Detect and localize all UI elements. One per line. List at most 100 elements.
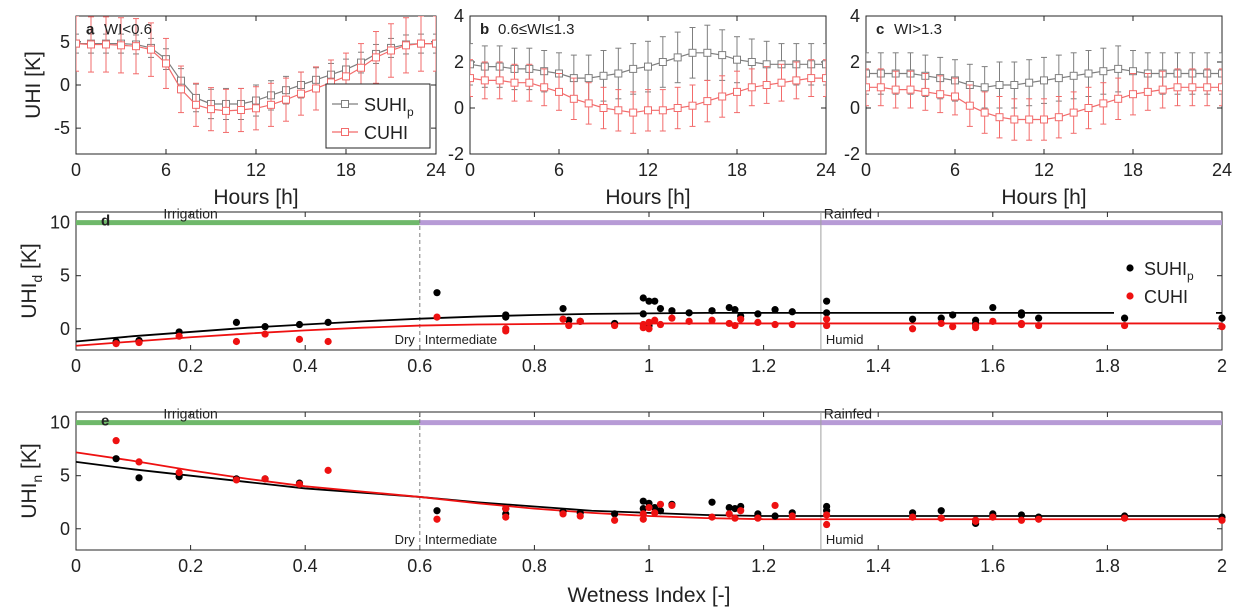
data-point-cuhi (645, 503, 653, 512)
data-point-cuhi (102, 40, 110, 49)
data-point-suhi (584, 74, 593, 83)
x-axis-label: Hours [h] (605, 186, 690, 209)
x-tick-label: 12 (638, 160, 658, 180)
data-point-suhi (771, 306, 779, 314)
data-point-suhi (688, 48, 697, 57)
data-point-cuhi (1158, 85, 1167, 94)
data-point-cuhi (1218, 323, 1226, 331)
data-point-suhi (135, 474, 143, 482)
x-tick-label: 6 (950, 160, 960, 180)
x-tick-label: 1 (644, 356, 654, 376)
y-tick-label: 0 (60, 75, 70, 95)
data-point-cuhi (297, 89, 305, 98)
panel-letter: a (86, 21, 95, 38)
data-point-cuhi (965, 101, 974, 110)
data-point-cuhi (576, 512, 584, 520)
y-tick-label: -5 (54, 118, 70, 138)
data-point-cuhi (175, 468, 183, 477)
data-point-cuhi (937, 514, 945, 522)
panel-letter: e (101, 413, 109, 430)
x-tick-label: 2 (1217, 556, 1227, 576)
data-point-cuhi (282, 95, 290, 104)
data-point-cuhi (1099, 99, 1108, 108)
data-point-cuhi (342, 72, 350, 81)
data-point-cuhi (1218, 516, 1226, 524)
data-point-suhi (1040, 76, 1048, 85)
data-point-suhi (639, 497, 647, 505)
data-point-cuhi (525, 78, 534, 87)
x-tick-label: 2 (1217, 356, 1227, 376)
plot-area-e (75, 411, 1223, 551)
data-point-suhi (1218, 69, 1222, 78)
zone-label-humid: Humid (826, 332, 864, 347)
y-tick-label: 5 (60, 266, 70, 286)
data-point-cuhi (1188, 83, 1197, 92)
data-point-suhi (937, 507, 945, 515)
data-point-cuhi (823, 321, 831, 330)
panel-letter: c (876, 21, 884, 38)
data-point-cuhi (762, 81, 771, 89)
y-axis-label: UHId [K] (18, 243, 45, 318)
data-point-suhi (725, 303, 733, 312)
data-point-cuhi (1069, 108, 1078, 117)
data-point-cuhi (433, 515, 441, 523)
data-point-cuhi (639, 515, 647, 523)
data-point-cuhi (656, 320, 665, 329)
x-axis-label: Wetness Index [-] (567, 584, 730, 607)
data-point-suhi (708, 307, 716, 315)
data-point-cuhi (906, 85, 915, 94)
data-point-cuhi (645, 318, 653, 326)
legend-label-sub: p (1187, 269, 1194, 283)
y-tick-label: 10 (50, 213, 70, 233)
y-axis-label: UHI [K] (22, 51, 45, 119)
data-point-cuhi (222, 106, 230, 115)
legend-label: CUHI (364, 123, 408, 143)
data-point-cuhi (651, 509, 659, 517)
data-point-cuhi (823, 315, 831, 323)
data-point-suhi (788, 308, 796, 316)
data-point-cuhi (891, 85, 900, 94)
data-point-cuhi (232, 337, 241, 346)
data-point-suhi (823, 309, 831, 317)
data-point-cuhi (1010, 115, 1019, 124)
data-point-cuhi (470, 74, 474, 83)
x-tick-label: 1.6 (980, 556, 1005, 576)
data-point-cuhi (1143, 87, 1152, 96)
data-point-suhi (644, 62, 652, 71)
legend-box (325, 83, 431, 149)
data-point-cuhi (644, 106, 652, 115)
y-axis-label: UHIn [K] (18, 443, 45, 518)
data-point-cuhi (656, 500, 665, 508)
legend-swatch-marker (1126, 292, 1134, 300)
x-tick-label: 0.6 (407, 556, 432, 576)
data-point-cuhi (989, 513, 997, 521)
data-point-cuhi (951, 92, 959, 101)
data-point-cuhi (936, 90, 945, 99)
data-point-cuhi (192, 100, 200, 109)
x-tick-label: 0 (861, 160, 871, 180)
data-point-cuhi (614, 106, 623, 115)
x-tick-label: 1.8 (1095, 356, 1120, 376)
data-point-suhi (639, 294, 647, 302)
data-point-suhi (708, 498, 716, 506)
data-point-suhi (1010, 81, 1019, 89)
data-point-cuhi (559, 510, 567, 518)
data-point-cuhi (651, 316, 659, 324)
data-point-suhi (771, 512, 779, 520)
legend-swatch-marker (341, 128, 349, 136)
data-point-suhi (651, 503, 659, 512)
data-point-cuhi (261, 330, 269, 338)
data-point-cuhi (972, 517, 980, 525)
data-point-suhi (470, 60, 474, 69)
data-point-suhi (261, 323, 269, 331)
data-point-cuhi (1017, 516, 1026, 524)
x-tick-label: 1.8 (1095, 556, 1120, 576)
x-tick-label: 24 (816, 160, 836, 180)
data-point-suhi (733, 55, 741, 64)
data-point-cuhi (402, 41, 410, 50)
data-point-suhi (599, 71, 608, 80)
legend-label: CUHI (1144, 287, 1188, 307)
data-point-cuhi (559, 315, 567, 323)
data-point-cuhi (495, 76, 504, 85)
